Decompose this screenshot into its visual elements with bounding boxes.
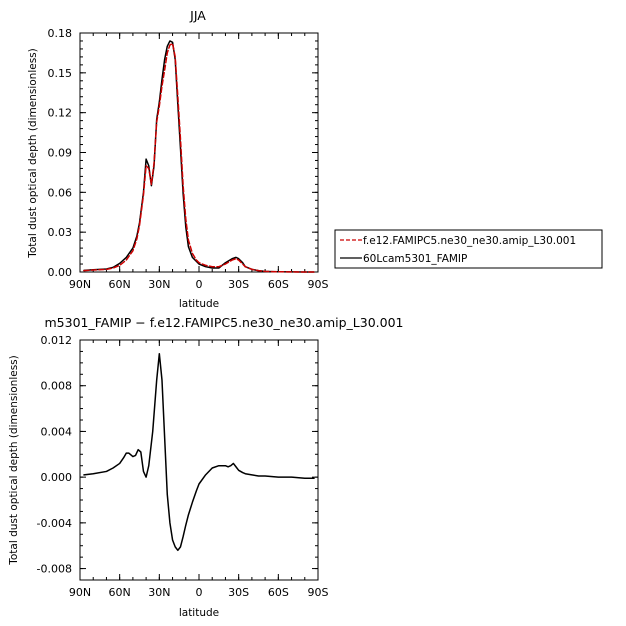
top-legend: f.e12.FAMIPC5.ne30_ne30.amip_L30.001 60L…	[334, 229, 603, 269]
bottom-y-tick-label: 0.000	[41, 471, 73, 484]
bottom-series-line-1	[83, 352, 315, 552]
bottom-xlabel: latitude	[179, 607, 219, 619]
bottom-y-tick-label: 0.004	[41, 425, 73, 438]
bottom-x-tick-label: 0	[196, 586, 203, 599]
bottom-ylabel: Total dust optical depth (dimensionless)	[8, 355, 20, 566]
top-y-tick-label: 0.06	[48, 186, 73, 199]
bottom-y-tick-label: 0.012	[41, 334, 73, 347]
top-series-line-2	[83, 40, 315, 273]
top-y-tick-label: 0.00	[48, 266, 73, 279]
bottom-chart-title: m5301_FAMIP − f.e12.FAMIPC5.ne30_ne30.am…	[44, 315, 403, 330]
bottom-x-tick-label: 30N	[148, 586, 170, 599]
bottom-x-tick-label: 60S	[268, 586, 289, 599]
legend-box	[334, 229, 603, 269]
bottom-y-tick-label: -0.004	[37, 517, 72, 530]
top-x-tick-label: 30N	[148, 278, 170, 291]
bottom-x-tick-label: 60N	[109, 586, 131, 599]
top-ylabel: Total dust optical depth (dimensionless)	[27, 48, 39, 259]
bottom-plot-frame	[79, 339, 319, 581]
top-chart-title: JJA	[189, 8, 206, 23]
top-xlabel: latitude	[179, 298, 219, 310]
bottom-ticks: 90N 60N 30N 0 30S 60S 90S -0.008 -0.004 0.000 0.00…	[37, 334, 329, 599]
top-x-tick-label: 60S	[268, 278, 289, 291]
legend-label-series-2: 60Lcam5301_FAMIP	[363, 253, 467, 265]
bottom-panel: m5301_FAMIP − f.e12.FAMIPC5.ne30_ne30.am…	[8, 315, 404, 619]
top-panel: JJA 90N 60N 30N 0 30S 60S 90S 0.00 0.03 0.06 0.09 0…	[27, 8, 329, 310]
top-ticks: 90N 60N 30N 0 30S 60S 90S 0.00 0.03 0.06 0.09 0.12 0…	[48, 27, 329, 291]
bottom-y-tick-label: -0.008	[37, 563, 72, 576]
top-y-tick-label: 0.18	[48, 27, 73, 40]
top-y-tick-label: 0.03	[48, 226, 73, 239]
top-x-tick-label: 60N	[109, 278, 131, 291]
bottom-lines	[83, 352, 315, 552]
top-x-tick-label: 0	[196, 278, 203, 291]
top-y-tick-label: 0.09	[48, 147, 73, 160]
top-series-line-1	[83, 42, 315, 273]
top-x-tick-label: 30S	[228, 278, 249, 291]
bottom-x-tick-label: 90S	[308, 586, 329, 599]
bottom-y-tick-label: 0.008	[41, 380, 73, 393]
bottom-x-tick-label: 90N	[69, 586, 91, 599]
top-x-tick-label: 90S	[308, 278, 329, 291]
top-y-tick-label: 0.12	[48, 107, 73, 120]
top-plot-frame	[79, 32, 319, 273]
top-lines	[83, 40, 315, 273]
top-x-tick-label: 90N	[69, 278, 91, 291]
top-y-tick-label: 0.15	[48, 67, 73, 80]
bottom-x-tick-label: 30S	[228, 586, 249, 599]
legend-label-series-1: f.e12.FAMIPC5.ne30_ne30.amip_L30.001	[363, 235, 576, 247]
